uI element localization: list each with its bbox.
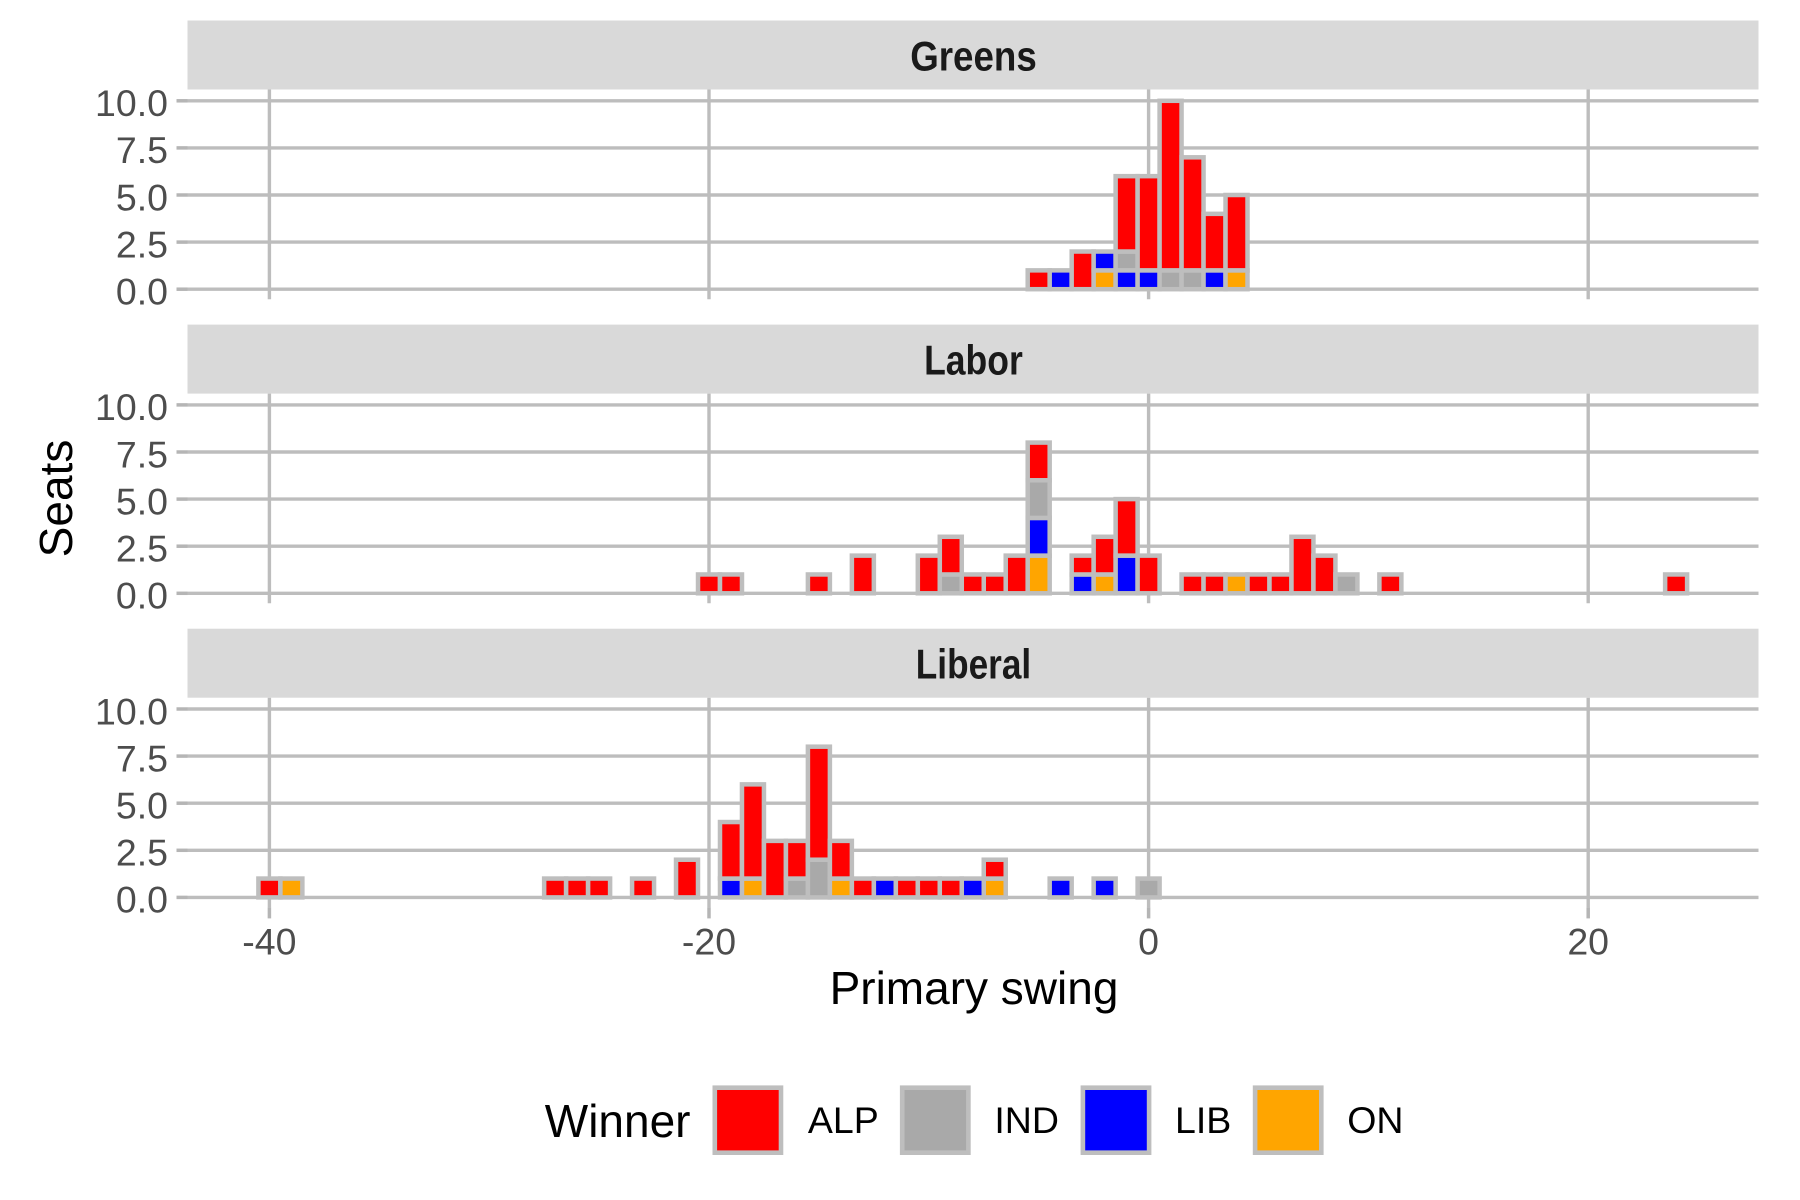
svg-text:10.0: 10.0 [95,690,168,732]
svg-text:5.0: 5.0 [116,785,168,827]
svg-text:10.0: 10.0 [95,82,168,124]
svg-text:2.5: 2.5 [116,832,168,874]
svg-text:20: 20 [1567,921,1609,963]
svg-text:0.0: 0.0 [116,271,168,313]
svg-text:Seats: Seats [30,440,82,558]
svg-text:Winner: Winner [545,1095,691,1147]
svg-text:Greens: Greens [910,32,1037,79]
svg-text:7.5: 7.5 [116,433,168,475]
svg-text:7.5: 7.5 [116,737,168,779]
svg-text:2.5: 2.5 [116,223,168,265]
svg-text:ON: ON [1347,1099,1403,1141]
svg-text:LIB: LIB [1175,1099,1231,1141]
svg-text:Liberal: Liberal [916,641,1031,688]
svg-text:0.0: 0.0 [116,879,168,921]
svg-text:-20: -20 [682,921,736,963]
svg-text:Primary swing: Primary swing [830,962,1119,1014]
svg-text:0.0: 0.0 [116,575,168,617]
svg-text:2.5: 2.5 [116,528,168,570]
svg-text:-40: -40 [242,921,296,963]
svg-text:5.0: 5.0 [116,176,168,218]
svg-text:5.0: 5.0 [116,480,168,522]
svg-text:IND: IND [994,1099,1059,1141]
svg-text:Labor: Labor [924,336,1023,383]
svg-text:ALP: ALP [808,1099,879,1141]
svg-text:7.5: 7.5 [116,129,168,171]
svg-text:0: 0 [1138,921,1159,963]
svg-text:10.0: 10.0 [95,386,168,428]
